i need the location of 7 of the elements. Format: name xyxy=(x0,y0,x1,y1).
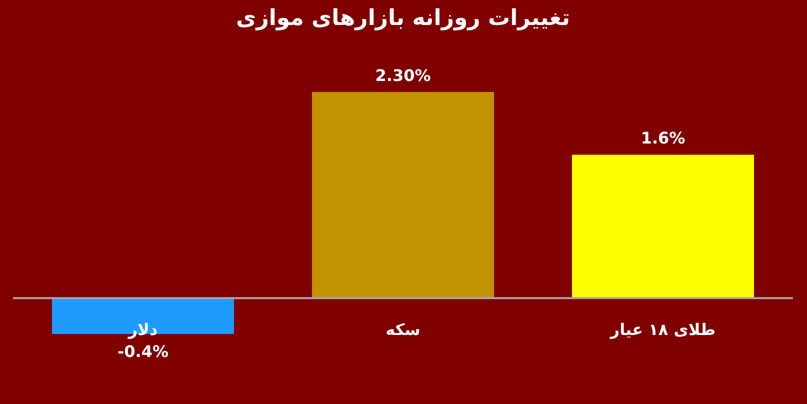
data-label: 1.6% xyxy=(640,128,686,148)
x-tick-label: طلای ۱۸ عیار xyxy=(609,320,716,340)
x-tick-label: دلار xyxy=(127,320,158,340)
data-label: 2.30% xyxy=(375,66,431,85)
data-label: -0.4% xyxy=(117,342,169,361)
chart-title: تغییرات روزانه بازارهای موازی xyxy=(236,6,570,31)
x-tick-label: سکه xyxy=(386,320,420,340)
